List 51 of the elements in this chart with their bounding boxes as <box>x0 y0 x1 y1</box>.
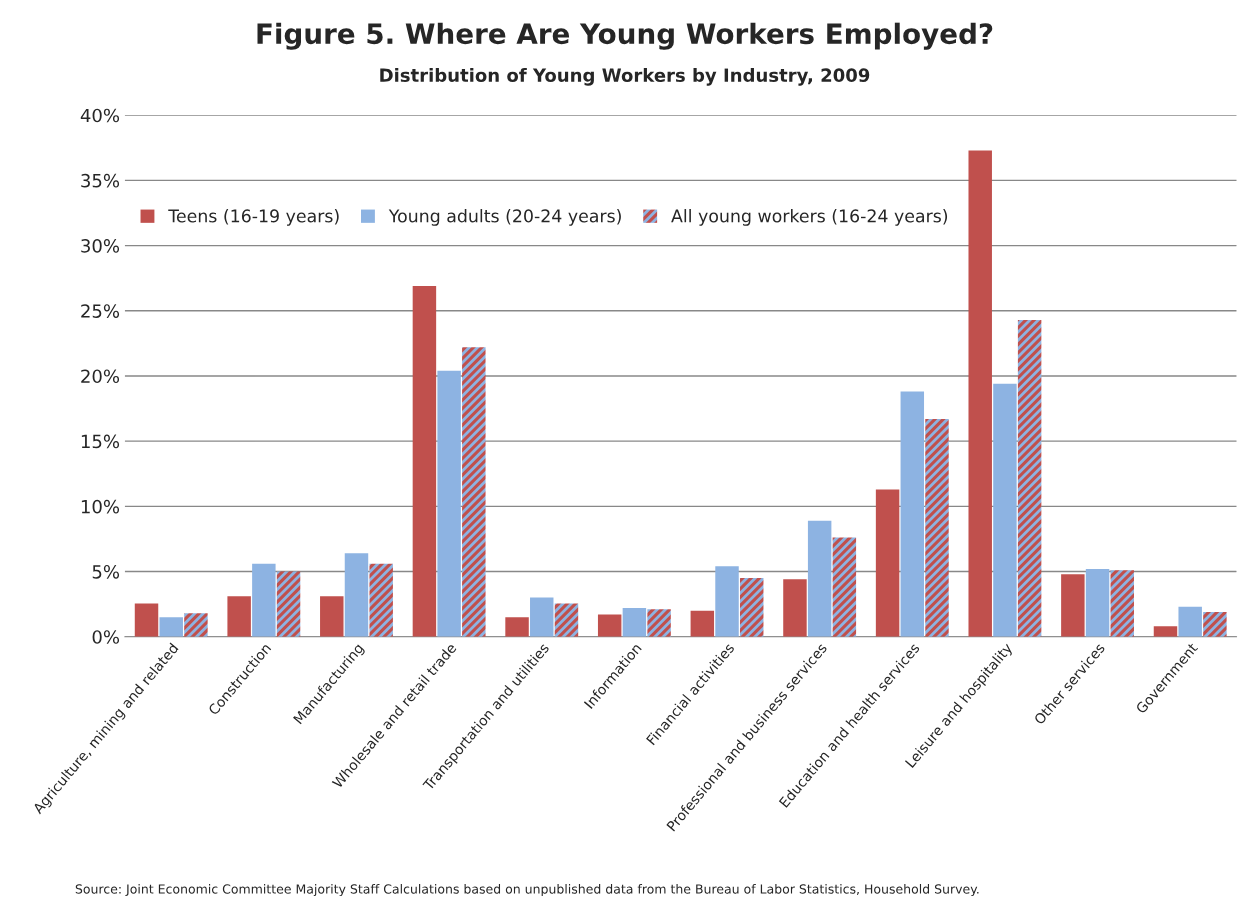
bar <box>925 418 949 637</box>
bar <box>344 553 369 637</box>
y-tick-label: 15% <box>81 434 120 449</box>
bar <box>412 285 437 637</box>
y-tick-label: 0% <box>92 630 120 644</box>
bar <box>437 370 461 637</box>
bar <box>832 537 857 637</box>
bar <box>690 610 715 637</box>
bar <box>462 347 486 637</box>
bar <box>276 571 301 637</box>
bar <box>783 579 807 637</box>
bar <box>715 566 739 637</box>
chart-subtitle: Distribution of Young Workers by Industry, 2009 <box>380 68 870 86</box>
source-note: Source: Joint Economic Committee Majority Staff Calculations based on unpublished data from the Bureau of Labor Statistics, Household Survey. <box>75 884 979 897</box>
bar <box>807 520 832 637</box>
bar <box>320 596 344 637</box>
bar <box>1178 606 1202 637</box>
bar <box>1203 611 1227 637</box>
bar <box>184 613 208 637</box>
bar <box>134 603 159 637</box>
y-tick-label: 35% <box>81 173 120 188</box>
bar <box>252 563 276 637</box>
bar <box>505 617 529 637</box>
legend-label: Teens (16-19 years) <box>168 209 339 226</box>
legend-label: Young adults (20-24 years) <box>388 209 621 226</box>
chart-title: Figure 5. Where Are Young Workers Employed? <box>257 22 993 50</box>
bar <box>647 609 671 637</box>
y-tick-label: 5% <box>92 564 120 579</box>
y-tick-label: 40% <box>80 108 120 123</box>
bar <box>554 603 579 637</box>
bar <box>369 563 393 637</box>
bar <box>1085 568 1110 637</box>
bar <box>993 383 1017 637</box>
bar <box>159 617 183 637</box>
bar <box>597 614 622 637</box>
bar <box>968 150 992 637</box>
bar <box>530 597 554 637</box>
bar <box>875 489 900 637</box>
y-tick-label: 20% <box>81 369 120 384</box>
bar <box>227 596 251 637</box>
bar <box>1061 574 1085 637</box>
bar <box>1153 626 1178 637</box>
y-tick-label: 30% <box>81 239 120 253</box>
y-tick-label: 10% <box>81 499 120 514</box>
bar <box>1110 570 1134 637</box>
bar <box>739 578 764 637</box>
y-tick-label: 25% <box>81 304 120 318</box>
bar <box>1017 319 1042 637</box>
legend-label: All young workers (16-24 years) <box>671 209 948 226</box>
bar <box>622 608 647 637</box>
bar <box>900 391 925 637</box>
